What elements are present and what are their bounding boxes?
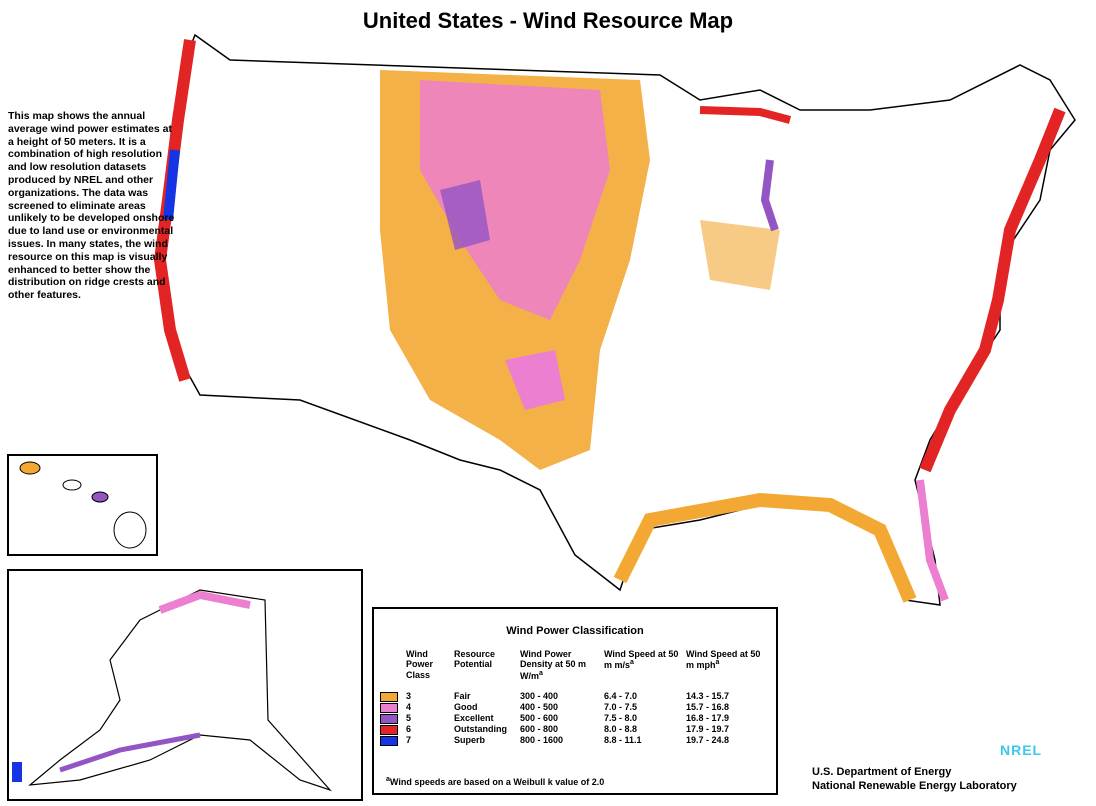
footnote: aWind speeds are based on a Weibull k va… xyxy=(386,776,604,787)
legend-cell: 16.8 - 17.9 xyxy=(686,713,730,724)
legend-header: Wind Power Density at 50 m W/ma xyxy=(520,649,604,691)
coast-east xyxy=(919,107,1066,473)
legend-cell: Good xyxy=(454,702,478,713)
wind-area-good-ok xyxy=(505,350,565,410)
legend-cell: 14.3 - 15.7 xyxy=(686,691,730,702)
alaska-wind xyxy=(158,590,251,614)
alaska-outline xyxy=(28,589,332,792)
legend-table: Wind Power Class Resource Potential Wind P… xyxy=(380,649,776,747)
legend-cell: 400 - 500 xyxy=(520,702,559,713)
credit: U.S. Department of Energy xyxy=(812,766,952,778)
legend-cell: 500 - 600 xyxy=(520,713,559,724)
swatch-cell xyxy=(380,702,406,714)
legend-header: Wind Speed at 50 m m/sa xyxy=(604,649,686,691)
header-text: Wind Speed at 50 m mph xyxy=(686,649,761,671)
legend-cell: 4 xyxy=(406,702,412,713)
footnote-mark: a xyxy=(386,776,390,783)
island xyxy=(62,479,82,491)
coast-gulf xyxy=(613,492,917,603)
island xyxy=(113,511,147,549)
legend-title: Wind Power Classification xyxy=(506,625,644,637)
legend-cell: Excellent xyxy=(454,713,494,724)
legend-cell: 15.7 - 16.8 xyxy=(686,702,730,713)
legend-header: Resource Potential xyxy=(454,649,520,691)
legend-swatch xyxy=(380,692,398,703)
legend-header: Wind Speed at 50 m mpha xyxy=(686,649,766,691)
footnote-mark: a xyxy=(539,669,543,677)
legend-cell: 6.4 - 7.0 xyxy=(604,691,638,702)
swatch-cell xyxy=(380,691,406,703)
header-text: Resource Potential xyxy=(454,649,496,670)
coast-east-pink xyxy=(916,479,949,602)
island xyxy=(19,461,41,475)
legend-cell: 17.9 - 19.7 xyxy=(686,724,730,735)
legend-header: Wind Power Class xyxy=(406,649,454,691)
legend-cell: Outstanding xyxy=(454,724,507,735)
header-text: Wind Power Density at 50 m W/m xyxy=(520,649,587,681)
legend-swatch xyxy=(380,725,398,736)
legend-cell: 7 xyxy=(406,735,412,746)
wind-area-fair-ia xyxy=(700,220,780,290)
legend-cell: 5 xyxy=(406,713,412,724)
swatch-cell xyxy=(380,713,406,725)
swatch-cell xyxy=(380,735,406,747)
legend-cell: 800 - 1600 xyxy=(520,735,564,746)
footnote-mark: a xyxy=(630,659,634,667)
legend-swatch xyxy=(380,703,398,714)
legend-cell: 600 - 800 xyxy=(520,724,559,735)
legend-cell: Fair xyxy=(454,691,471,702)
legend-cell: 300 - 400 xyxy=(520,691,559,702)
legend-swatch xyxy=(380,736,398,747)
legend-cell: 3 xyxy=(406,691,412,702)
legend: Wind Power Classification Wind Power Cla… xyxy=(372,607,778,795)
logo: NREL xyxy=(1000,742,1043,758)
header-text: Wind Speed at 50 m m/s xyxy=(604,649,679,671)
title: United States - Wind Resource Map xyxy=(362,8,734,33)
lake-superior xyxy=(699,106,792,124)
island xyxy=(91,491,109,503)
spacer xyxy=(380,649,406,691)
alaska-blue xyxy=(12,762,22,782)
legend-cell: 6 xyxy=(406,724,412,735)
legend-swatch xyxy=(380,714,398,725)
legend-cell: 7.0 - 7.5 xyxy=(604,702,638,713)
wind-area-excellent xyxy=(440,180,490,250)
legend-cell: 7.5 - 8.0 xyxy=(604,713,638,724)
swatch-cell xyxy=(380,724,406,736)
legend-cell: 8.0 - 8.8 xyxy=(604,724,638,735)
credit: National Renewable Energy Laboratory xyxy=(812,779,1017,792)
coast-west-blue xyxy=(163,149,180,221)
legend-cell: 8.8 - 11.1 xyxy=(604,735,642,746)
credits: U.S. Department of Energy National Renew… xyxy=(812,766,1017,794)
wind-area-good xyxy=(420,80,610,320)
footnote-mark: a xyxy=(715,659,720,667)
header-text: Wind Power Class xyxy=(406,649,434,680)
lake-michigan xyxy=(760,159,779,232)
coast-west xyxy=(153,39,196,382)
footnote-text: Wind speeds are based on a Weibull k val… xyxy=(389,777,605,787)
description: This map shows the annual average wind p… xyxy=(8,110,175,302)
legend-cell: Superb xyxy=(454,735,486,746)
legend-cell: 19.7 - 24.8 xyxy=(686,735,730,746)
alaska-wind-south xyxy=(59,732,201,773)
